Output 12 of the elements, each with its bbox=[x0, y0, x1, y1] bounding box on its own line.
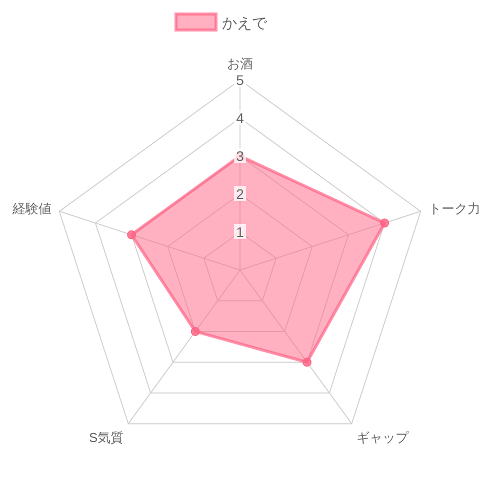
spoke-label: ギャップ bbox=[356, 430, 410, 446]
spoke-label: S気質 bbox=[88, 430, 124, 446]
legend: かえで bbox=[174, 12, 267, 32]
y-tick-label: 3 bbox=[236, 148, 244, 164]
y-tick-label: 1 bbox=[236, 224, 244, 240]
spoke-label: 経験値 bbox=[12, 200, 52, 216]
spoke-label: トーク力 bbox=[428, 200, 480, 216]
y-tick-label: 5 bbox=[236, 72, 244, 88]
y-tick-label: 4 bbox=[236, 110, 244, 126]
legend-label: かえで bbox=[222, 15, 268, 32]
y-tick-label: 2 bbox=[236, 186, 244, 202]
spoke-label: お酒 bbox=[227, 56, 253, 71]
